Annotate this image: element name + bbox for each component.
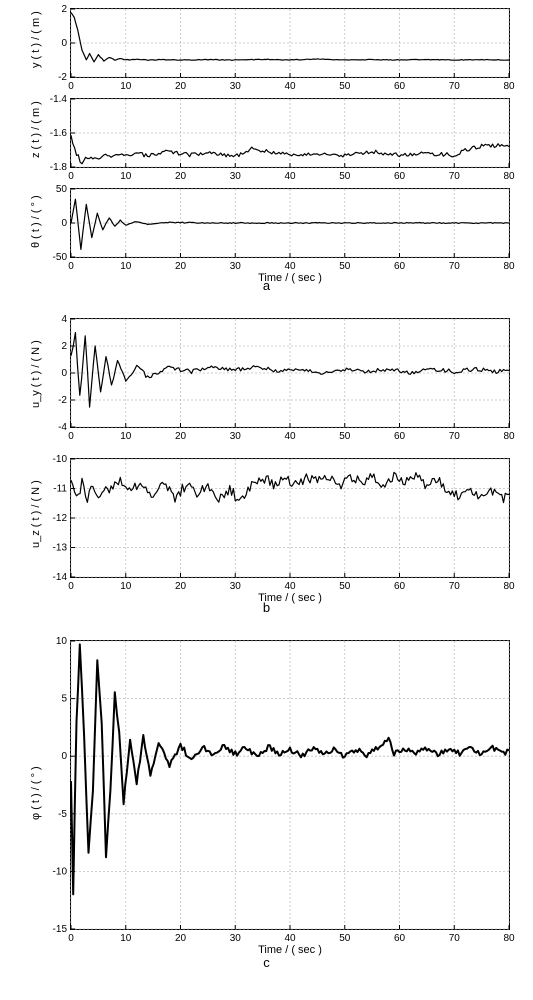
- svg-text:30: 30: [230, 81, 242, 92]
- plot-a2-z: -1.8-1.6-1.401020304050607080: [70, 98, 510, 168]
- page-root: -20201020304050607080 -1.8-1.6-1.4010203…: [0, 0, 533, 1000]
- ylabel-a1: y ( t ) / ( m ): [30, 11, 42, 68]
- svg-text:-1.6: -1.6: [50, 128, 68, 139]
- svg-text:-11: -11: [53, 484, 67, 495]
- svg-text:80: 80: [503, 171, 515, 182]
- plot-b2-uz: -14-13-12-11-1001020304050607080: [70, 458, 510, 578]
- svg-text:70: 70: [449, 431, 461, 442]
- svg-text:40: 40: [284, 81, 296, 92]
- svg-text:50: 50: [339, 171, 351, 182]
- svg-text:0: 0: [61, 38, 67, 49]
- svg-text:0: 0: [68, 261, 74, 272]
- svg-text:-2: -2: [58, 72, 67, 83]
- svg-text:-5: -5: [58, 809, 67, 820]
- svg-text:10: 10: [120, 581, 132, 592]
- svg-text:80: 80: [503, 581, 515, 592]
- svg-text:50: 50: [339, 261, 351, 272]
- svg-text:60: 60: [394, 171, 406, 182]
- svg-text:60: 60: [394, 431, 406, 442]
- svg-text:0: 0: [68, 581, 74, 592]
- svg-text:40: 40: [284, 261, 296, 272]
- svg-text:2: 2: [61, 341, 67, 352]
- svg-text:30: 30: [230, 261, 242, 272]
- svg-text:20: 20: [175, 933, 187, 944]
- svg-text:70: 70: [449, 171, 461, 182]
- svg-text:70: 70: [449, 81, 461, 92]
- svg-text:-10: -10: [53, 866, 68, 877]
- svg-text:60: 60: [394, 933, 406, 944]
- svg-text:-4: -4: [58, 422, 67, 433]
- svg-text:30: 30: [230, 933, 242, 944]
- plot-a1-y: -20201020304050607080: [70, 8, 510, 78]
- svg-text:-14: -14: [53, 572, 68, 583]
- svg-text:-12: -12: [53, 513, 68, 524]
- svg-text:60: 60: [394, 261, 406, 272]
- svg-text:40: 40: [284, 933, 296, 944]
- svg-text:0: 0: [61, 368, 67, 379]
- svg-text:10: 10: [120, 171, 132, 182]
- svg-text:5: 5: [61, 694, 67, 705]
- svg-text:4: 4: [61, 314, 67, 325]
- svg-text:30: 30: [230, 581, 242, 592]
- svg-text:-13: -13: [53, 543, 68, 554]
- subcaption-c: c: [10, 955, 523, 970]
- plot-b1-uy: -4-202401020304050607080: [70, 318, 510, 428]
- svg-text:-15: -15: [53, 924, 68, 935]
- svg-text:10: 10: [120, 431, 132, 442]
- svg-text:30: 30: [230, 431, 242, 442]
- svg-text:50: 50: [56, 184, 68, 195]
- svg-text:50: 50: [339, 81, 351, 92]
- svg-text:-2: -2: [58, 395, 67, 406]
- svg-text:80: 80: [503, 933, 515, 944]
- svg-text:0: 0: [68, 933, 74, 944]
- svg-text:80: 80: [503, 431, 515, 442]
- svg-text:0: 0: [68, 431, 74, 442]
- svg-text:20: 20: [175, 81, 187, 92]
- svg-text:20: 20: [175, 261, 187, 272]
- ylabel-b1: u_y ( t ) / ( N ): [30, 340, 42, 408]
- figure-group-b: -4-202401020304050607080 -14-13-12-11-10…: [10, 318, 523, 608]
- svg-text:60: 60: [394, 81, 406, 92]
- svg-text:50: 50: [339, 581, 351, 592]
- svg-text:-10: -10: [53, 454, 68, 465]
- plot-a3-theta: -5005001020304050607080: [70, 188, 510, 258]
- svg-text:0: 0: [68, 171, 74, 182]
- svg-text:60: 60: [394, 581, 406, 592]
- ylabel-c1: φ ( t ) / ( ° ): [30, 766, 42, 820]
- ylabel-a3: θ ( t ) / ( ° ): [30, 195, 42, 248]
- svg-text:-1.4: -1.4: [50, 94, 68, 105]
- subcaption-a: a: [10, 278, 523, 293]
- plot-c1-phi: -15-10-5051001020304050607080: [70, 640, 510, 930]
- svg-text:2: 2: [61, 4, 67, 15]
- figure-group-c: -15-10-5051001020304050607080 φ ( t ) / …: [10, 640, 523, 980]
- svg-text:10: 10: [120, 933, 132, 944]
- svg-text:0: 0: [68, 81, 74, 92]
- subcaption-b: b: [10, 600, 523, 615]
- svg-text:20: 20: [175, 581, 187, 592]
- ylabel-b2: u_z ( t ) / ( N ): [30, 480, 42, 548]
- svg-text:40: 40: [284, 431, 296, 442]
- svg-text:-1.8: -1.8: [50, 162, 68, 173]
- svg-text:40: 40: [284, 581, 296, 592]
- svg-text:70: 70: [449, 261, 461, 272]
- svg-text:70: 70: [449, 581, 461, 592]
- figure-group-a: -20201020304050607080 -1.8-1.6-1.4010203…: [10, 8, 523, 278]
- svg-text:50: 50: [339, 431, 351, 442]
- svg-text:20: 20: [175, 171, 187, 182]
- svg-text:50: 50: [339, 933, 351, 944]
- svg-text:-50: -50: [53, 252, 68, 263]
- svg-text:40: 40: [284, 171, 296, 182]
- svg-text:10: 10: [120, 261, 132, 272]
- svg-text:70: 70: [449, 933, 461, 944]
- svg-text:80: 80: [503, 81, 515, 92]
- svg-text:10: 10: [120, 81, 132, 92]
- svg-text:10: 10: [56, 636, 68, 647]
- svg-text:80: 80: [503, 261, 515, 272]
- svg-text:30: 30: [230, 171, 242, 182]
- svg-text:0: 0: [61, 751, 67, 762]
- svg-text:0: 0: [61, 218, 67, 229]
- ylabel-a2: z ( t ) / ( m ): [30, 101, 42, 158]
- svg-text:20: 20: [175, 431, 187, 442]
